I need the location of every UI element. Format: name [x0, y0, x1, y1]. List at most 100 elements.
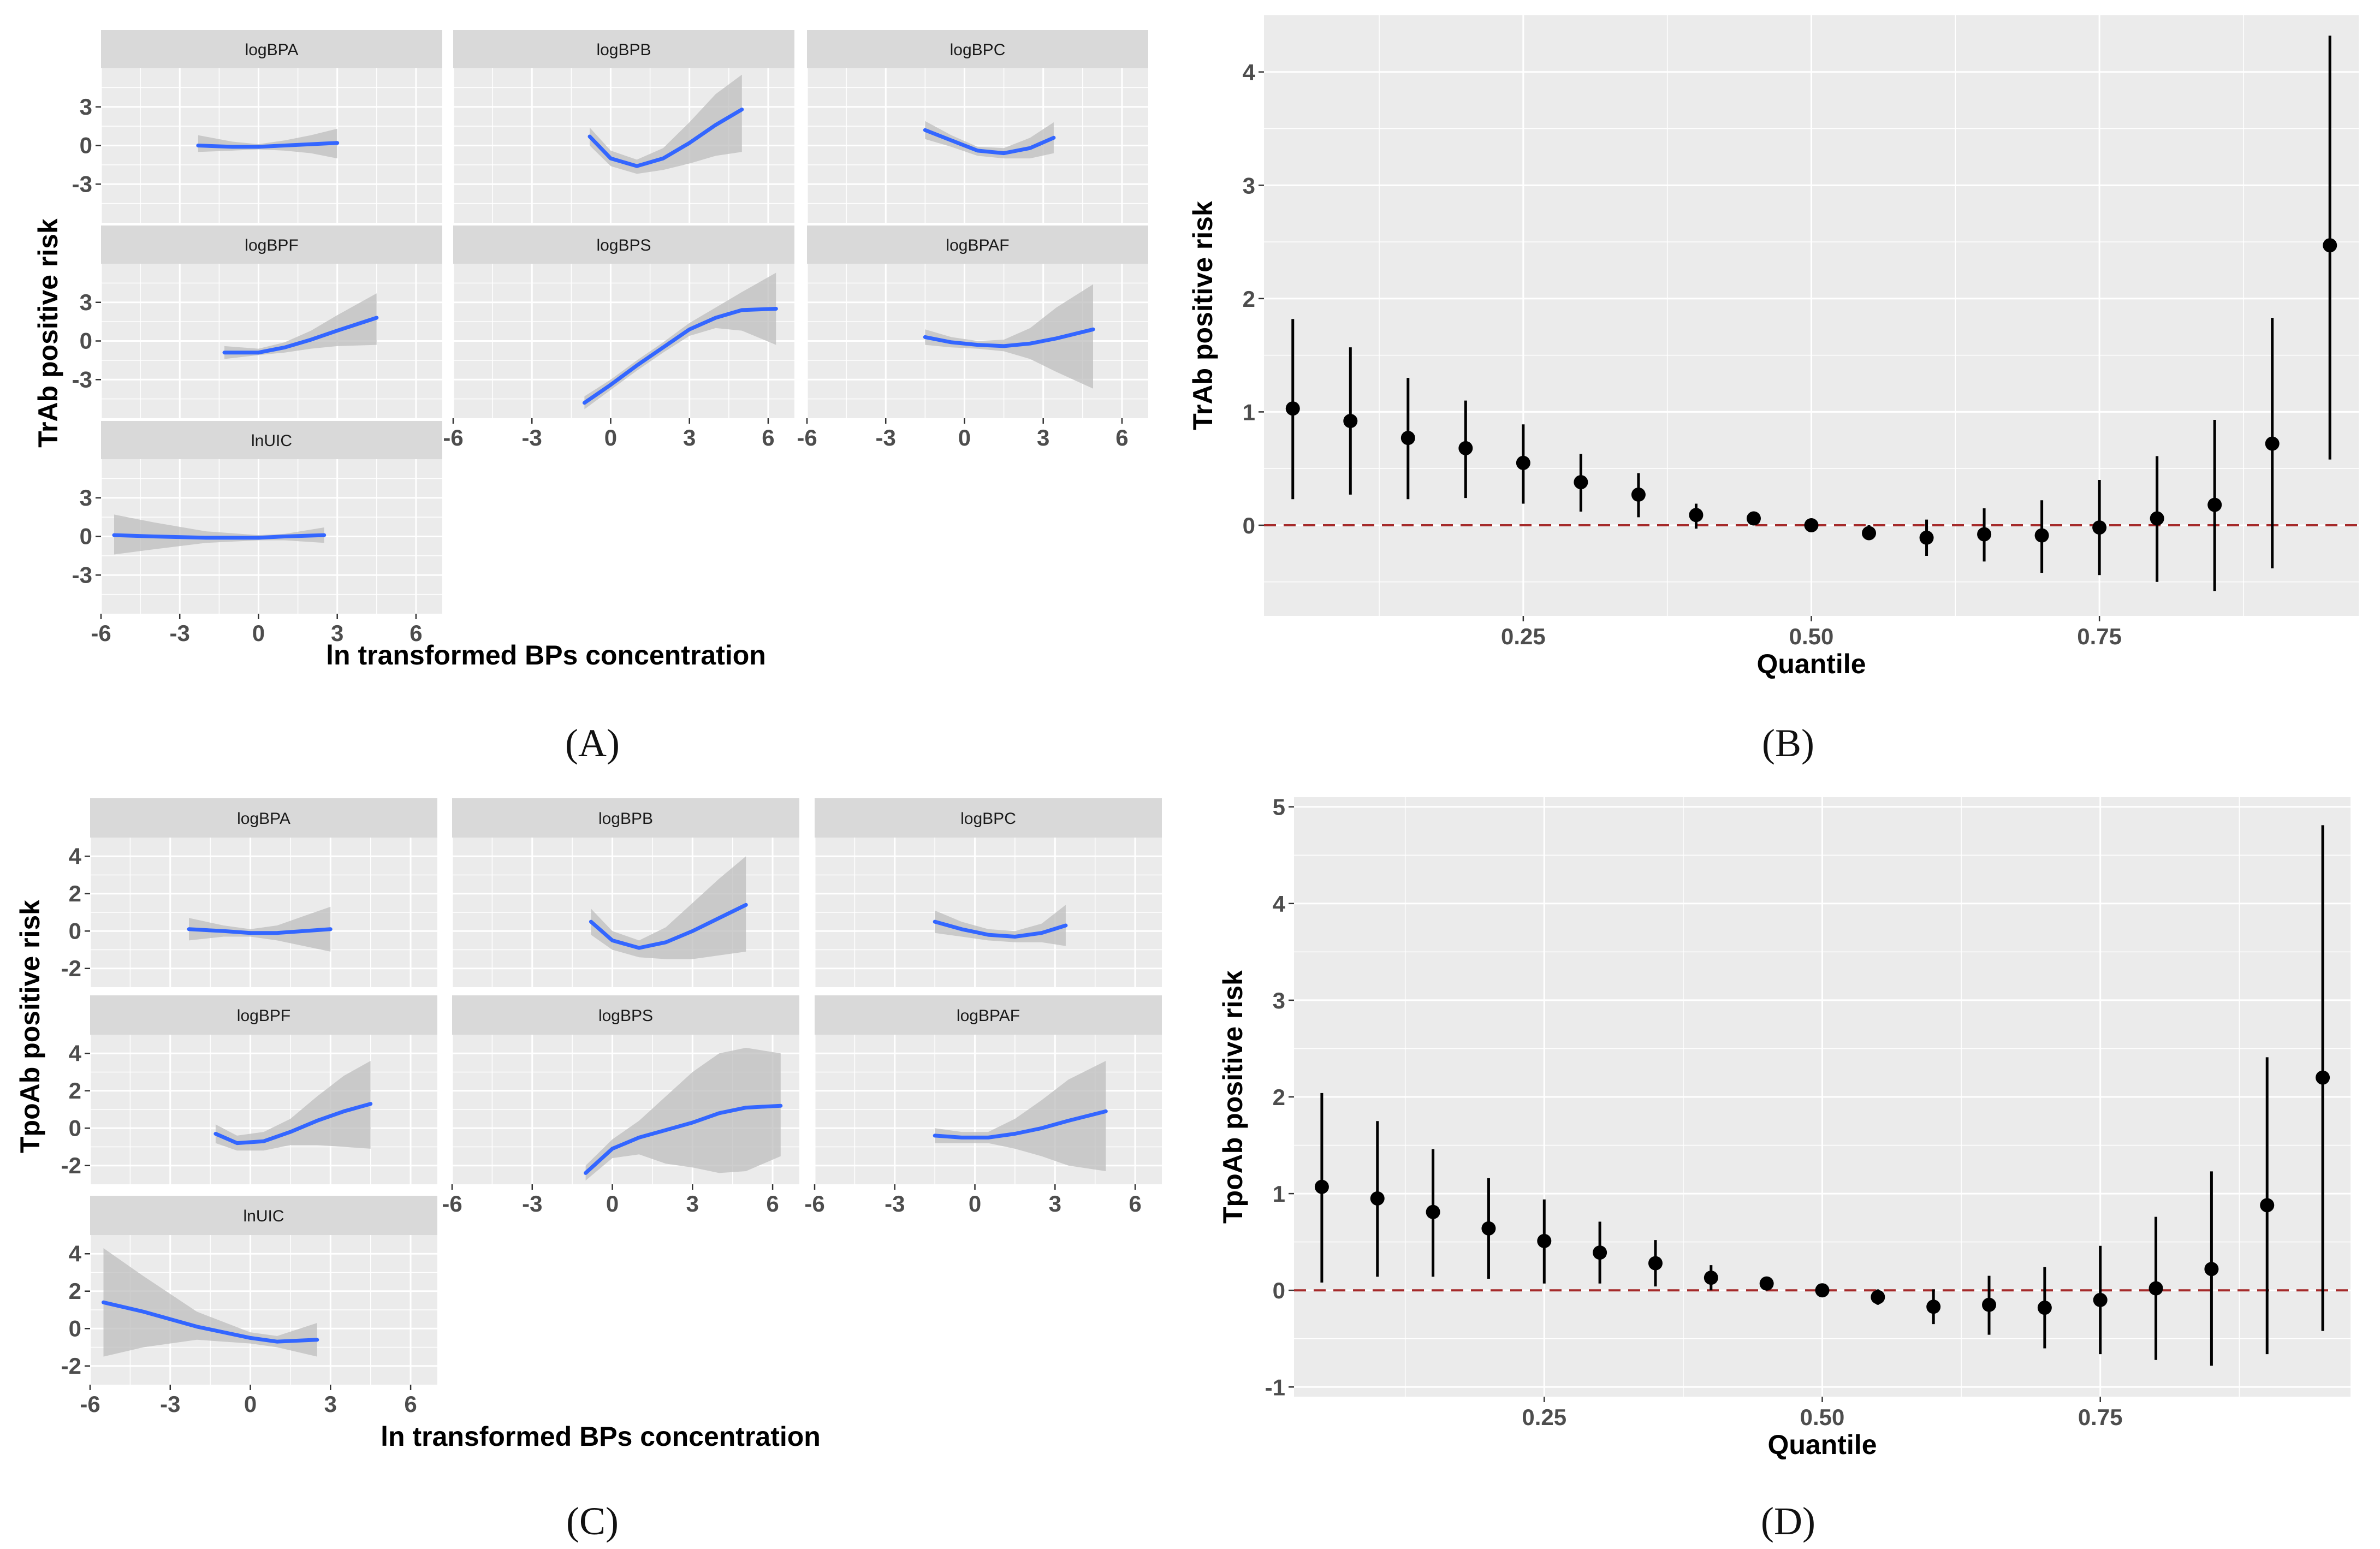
- data-point: [2037, 1301, 2052, 1315]
- y-tick-label: 1: [1273, 1181, 1285, 1207]
- confidence-ribbon: [114, 514, 324, 555]
- smooth-curve: [222, 316, 379, 355]
- panel-label-c: (C): [566, 1499, 619, 1543]
- x-tick-label: 0.25: [1522, 1404, 1566, 1430]
- y-tick-label: 2: [1243, 286, 1255, 312]
- y-tick-label: 3: [80, 94, 92, 120]
- x-tick-label: -6: [804, 1191, 824, 1216]
- x-tick-label: 6: [766, 1191, 779, 1216]
- data-point: [1426, 1204, 1440, 1219]
- confidence-ribbon: [585, 1048, 781, 1181]
- x-tick-label: 3: [686, 1191, 699, 1216]
- facet-plot-area: [806, 68, 1148, 223]
- x-tick-label: 0.50: [1800, 1404, 1845, 1430]
- x-tick-label: 3: [1049, 1191, 1061, 1216]
- x-tick-label: -6: [91, 620, 111, 646]
- x-tick-label: 0: [958, 425, 971, 450]
- smooth-curve: [196, 141, 340, 149]
- panel-d-quantile-chart: 0.25 0.50 0.75 -1 0 1 2 3 4 5 Quantile TpoAb positi…: [1218, 794, 2351, 1460]
- y-tick-label: 3: [80, 485, 92, 511]
- facet-logBPF: logBPF -3 0 3: [72, 225, 442, 418]
- data-point: [1982, 1297, 1997, 1312]
- data-point: [1704, 1271, 1718, 1285]
- data-point: [1370, 1191, 1385, 1206]
- facet-plot-area: -3 0 3 -6 -3 0 3 6: [72, 459, 442, 646]
- x-tick-label: 0.75: [2078, 1404, 2123, 1430]
- y-tick-label: -2: [61, 955, 81, 981]
- smooth-curve: [923, 128, 1056, 156]
- y-tick-label: -3: [72, 171, 92, 197]
- confidence-ribbon: [103, 1248, 317, 1357]
- data-point: [2092, 520, 2107, 535]
- smooth-curve: [587, 108, 744, 168]
- facet-strip-label: logBPA: [237, 810, 290, 828]
- x-tick-label: 0: [606, 1191, 619, 1216]
- facet-logBPF: logBPF -2 0 2 4: [61, 995, 437, 1184]
- smooth-curve: [589, 903, 748, 950]
- x-tick-label: 3: [1037, 425, 1049, 450]
- x-tick-label: 3: [683, 425, 696, 450]
- data-point: [1804, 518, 1819, 532]
- facet-strip: [807, 225, 1148, 264]
- y-axis-title: TpoAb positive risk: [15, 900, 45, 1153]
- facet-strip: [452, 995, 799, 1035]
- smooth-curve: [933, 919, 1068, 939]
- confidence-ribbon: [198, 128, 337, 159]
- y-axis-title: TrAb positive risk: [33, 218, 63, 448]
- y-tick-label: 3: [1243, 173, 1255, 198]
- x-axis-title: Quantile: [1756, 649, 1866, 679]
- data-point: [1871, 1290, 1885, 1304]
- smooth-curve: [923, 327, 1095, 348]
- facet-strip: [452, 798, 799, 838]
- y-tick-label: 4: [69, 1241, 82, 1266]
- x-tick-label: -3: [885, 1191, 905, 1216]
- panel-label-d: (D): [1761, 1499, 1815, 1543]
- facet-plot-area: -6 -3 0 3 6: [804, 1035, 1162, 1216]
- smooth-curve: [584, 1103, 783, 1175]
- facet-strip-label: logBPC: [950, 41, 1006, 59]
- y-tick-label: 2: [69, 1078, 81, 1103]
- facet-plot-area: -3 0 3: [72, 264, 442, 418]
- data-point: [1458, 441, 1473, 455]
- y-tick-label: 5: [1273, 794, 1285, 820]
- facet-plot-area: -3 0 3: [72, 68, 442, 223]
- facet-logBPS: logBPS -6 -3 0 3 6: [442, 995, 799, 1216]
- y-tick-label: 4: [69, 1040, 82, 1066]
- data-point: [1689, 508, 1704, 523]
- x-tick-label: -3: [160, 1391, 180, 1417]
- y-tick-label: 0: [1243, 513, 1255, 538]
- facet-logBPC: logBPC: [814, 798, 1162, 987]
- facet-plot-area: -2 0 2 4: [61, 838, 437, 987]
- x-tick-label: 6: [404, 1391, 417, 1417]
- data-point: [1593, 1245, 1607, 1260]
- y-tick-label: 0: [80, 524, 92, 549]
- data-point: [2204, 1262, 2219, 1277]
- x-tick-label: 0.75: [2077, 624, 2122, 649]
- data-point: [1516, 455, 1530, 470]
- facet-lnUIC: lnUIC -2 0 2 4 -6 -3 0 3 6: [61, 1196, 437, 1417]
- confidence-ribbon: [215, 1061, 371, 1151]
- data-point: [1759, 1276, 1774, 1291]
- data-point: [1343, 414, 1358, 429]
- facet-strip-label: logBPAF: [957, 1007, 1020, 1025]
- smooth-curve: [933, 1109, 1108, 1140]
- data-point: [2323, 238, 2337, 253]
- facet-plot-area: [451, 838, 799, 987]
- x-axis-title: ln transformed BPs concentration: [326, 640, 766, 670]
- facet-strip: [807, 30, 1148, 68]
- facet-logBPA: logBPA -3 0 3: [72, 30, 442, 223]
- y-tick-label: 0: [80, 133, 92, 158]
- facet-strip: [90, 995, 437, 1035]
- y-tick-label: 0: [69, 1315, 81, 1341]
- facet-strip: [101, 421, 442, 459]
- facet-strip-label: logBPC: [960, 810, 1016, 828]
- confidence-ribbon: [224, 293, 377, 359]
- confidence-ribbon: [189, 906, 331, 952]
- facet-strip: [815, 995, 1162, 1035]
- facet-plot-area: -2 0 2 4: [61, 1035, 437, 1184]
- smooth-curve: [213, 1102, 373, 1146]
- x-tick-label: -6: [80, 1391, 100, 1417]
- smooth-curve: [102, 1300, 319, 1344]
- y-tick-label: 4: [1273, 891, 1286, 917]
- data-point: [2260, 1198, 2275, 1213]
